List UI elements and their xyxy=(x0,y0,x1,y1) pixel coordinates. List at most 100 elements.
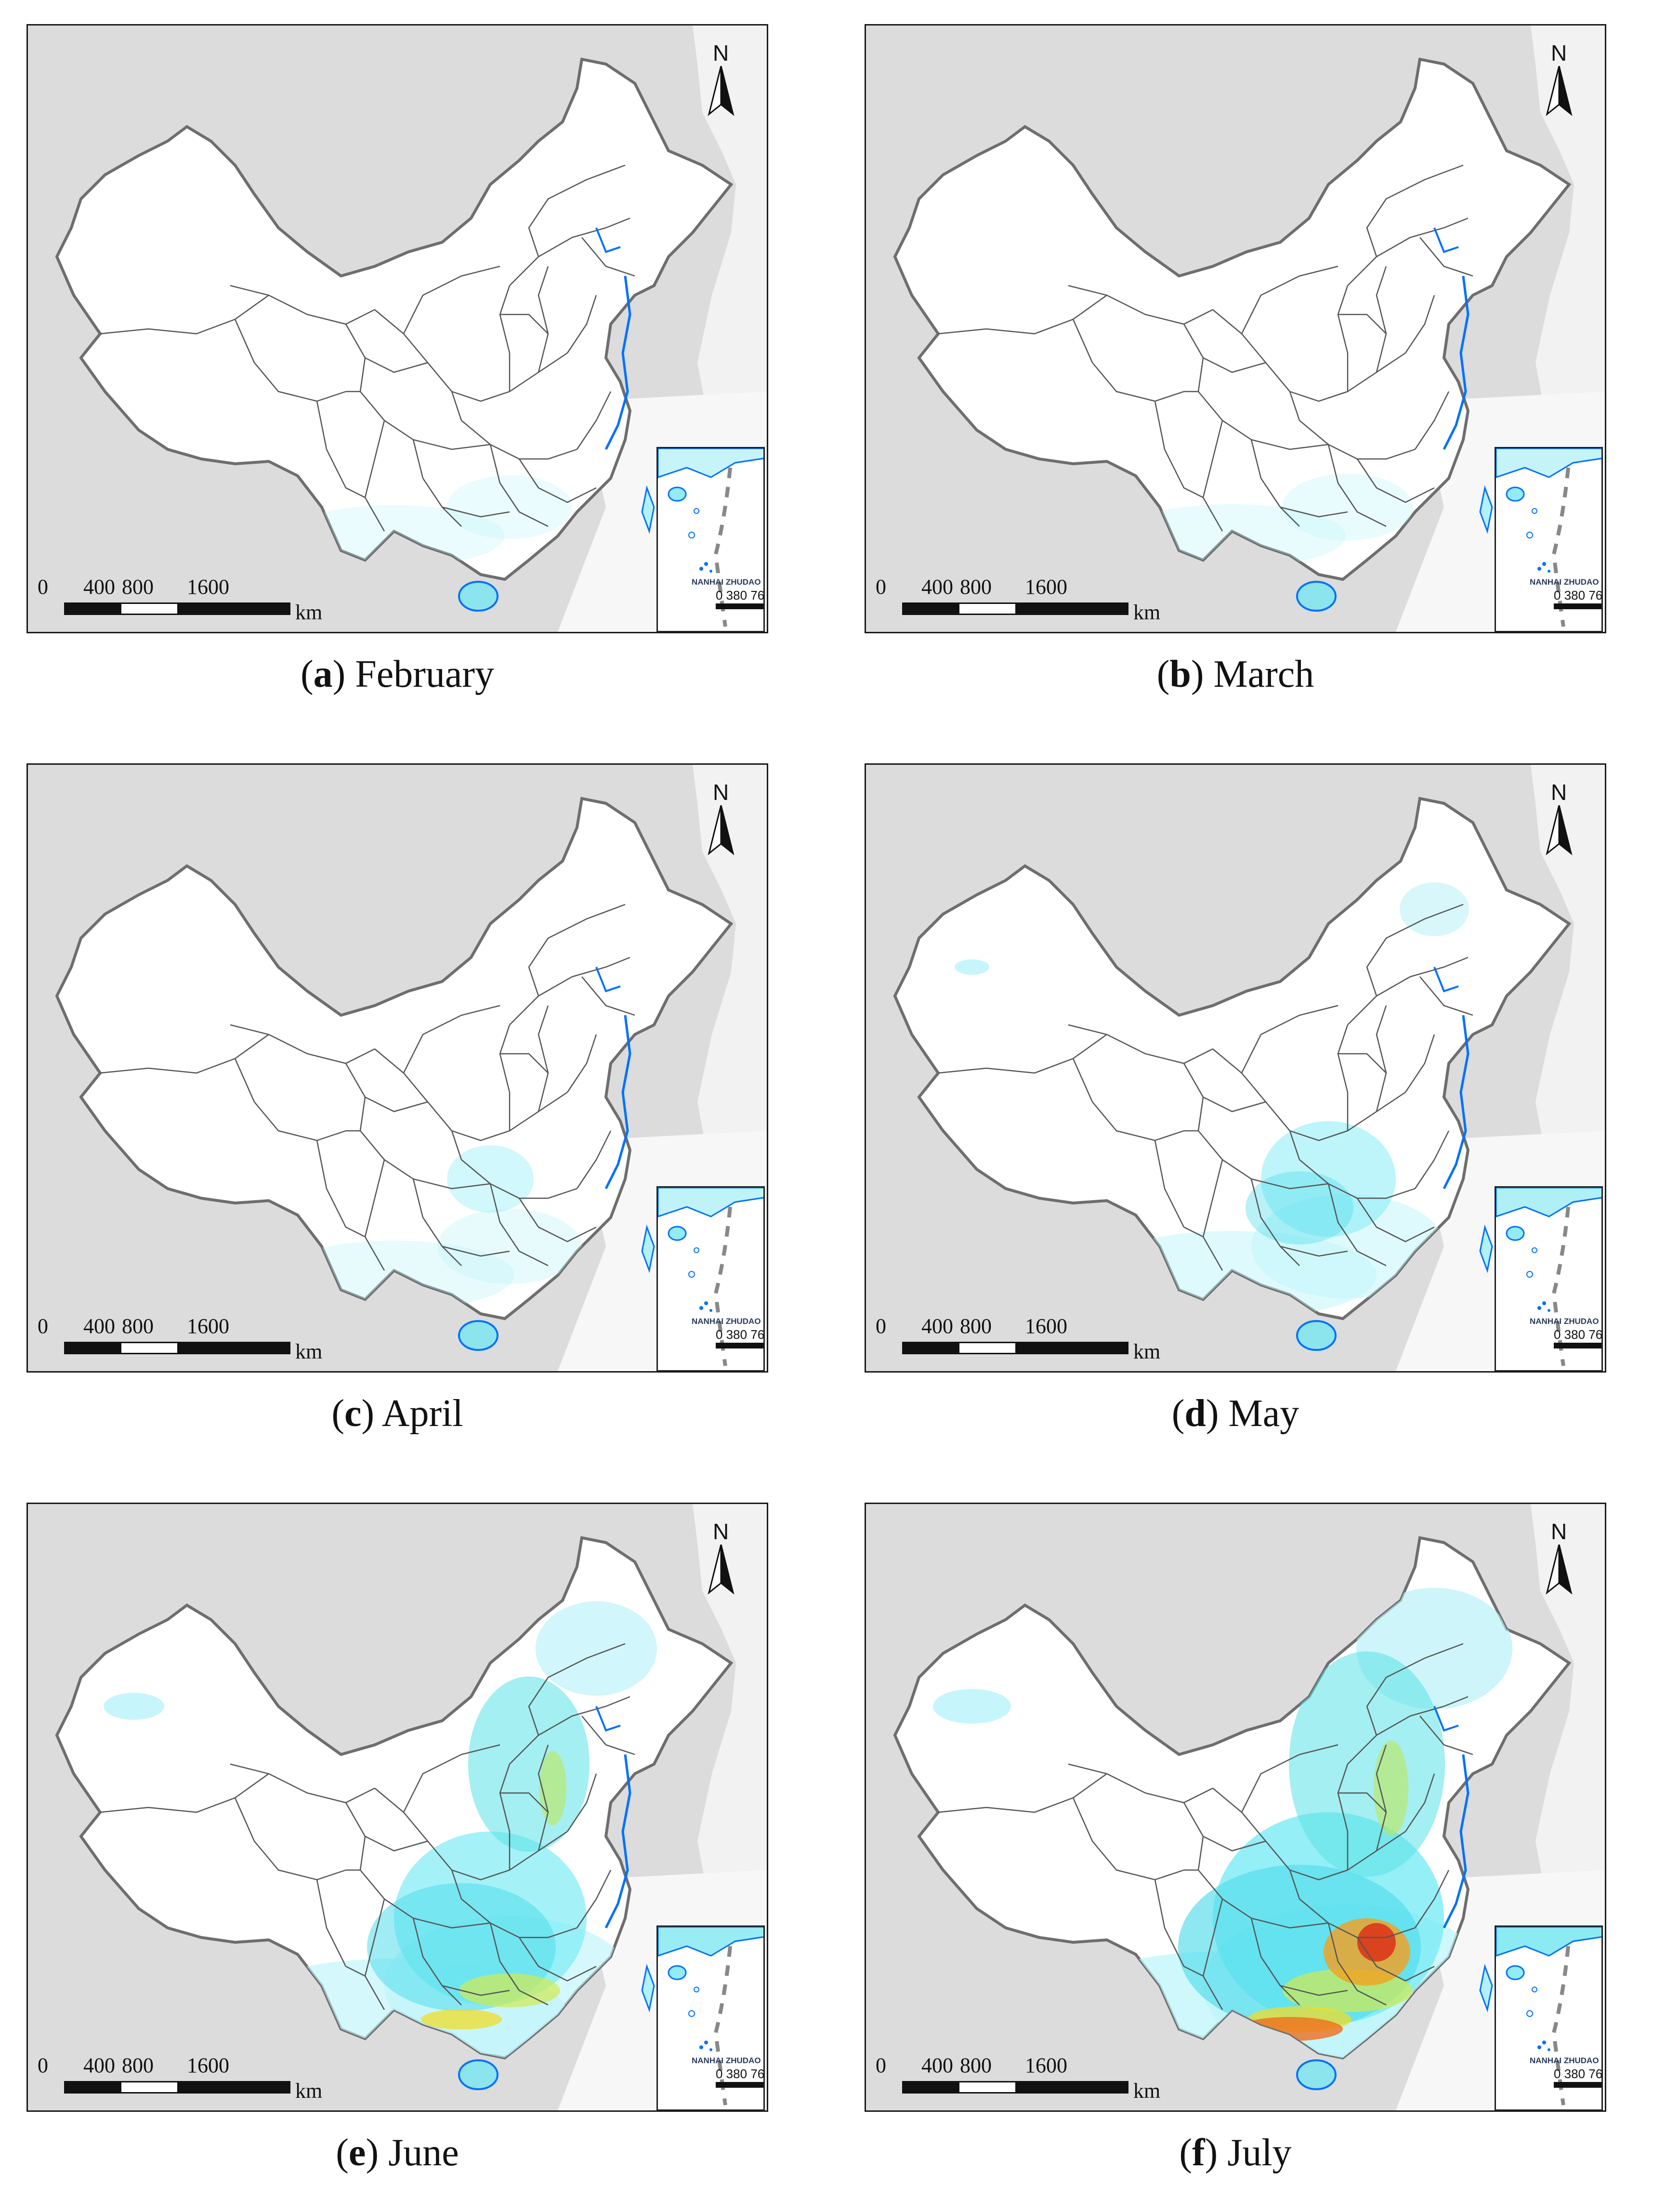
north-arrow-icon xyxy=(1546,805,1573,855)
inset-scale-bar xyxy=(1554,1343,1601,1348)
panel-caption: (b) March xyxy=(1156,653,1314,695)
scale-unit: km xyxy=(295,601,323,624)
scale-tick-label: 800 xyxy=(960,2054,992,2077)
map-frame: N 0 400 800 1600 km xyxy=(865,763,1606,1373)
panel-letter: d xyxy=(1184,1392,1206,1435)
map-panel: N 0 400 800 1600 km xyxy=(26,24,768,706)
panel-month: May xyxy=(1228,1392,1299,1435)
map-frame: N 0 400 800 1600 km xyxy=(865,24,1606,633)
scale-tick-label: 1600 xyxy=(187,1314,229,1338)
panel-month: March xyxy=(1213,653,1314,695)
inset-scale-ticks: 0 380 760 xyxy=(1554,1327,1603,1342)
scale-unit: km xyxy=(295,2079,323,2103)
inset-scale-bar xyxy=(1554,603,1601,609)
scale-tick-label: 400 xyxy=(83,575,115,599)
scale-tick-label: 0 xyxy=(876,2054,886,2077)
scale-tick-label: 800 xyxy=(122,2054,154,2077)
inset-title: NANHAI ZHUDAO xyxy=(1530,577,1599,587)
north-label: N xyxy=(1551,40,1567,65)
scale-tick-label: 0 xyxy=(38,1314,48,1338)
north-arrow-icon xyxy=(708,805,735,855)
north-label: N xyxy=(713,780,729,805)
panel-month: June xyxy=(388,2132,459,2174)
north-arrow: N xyxy=(1542,779,1576,861)
scale-tick-label: 0 xyxy=(876,1314,886,1338)
scale-tick-label: 400 xyxy=(83,1314,115,1338)
inset-scale-ticks: 0 380 760 xyxy=(1554,588,1603,602)
panel-caption: (d) May xyxy=(1171,1392,1299,1435)
map-panel: N 0 400 800 1600 km xyxy=(865,24,1606,706)
scale-tick-label: 400 xyxy=(921,2054,953,2077)
panel-letter: e xyxy=(348,2132,366,2174)
south-china-sea-inset: NANHAI ZHUDAO 0 380 760 km xyxy=(1495,1925,1603,2110)
scale-unit: km xyxy=(295,1340,323,1363)
panel-month: July xyxy=(1227,2132,1292,2174)
scale-unit: km xyxy=(1133,2079,1161,2103)
scale-tick-label: 400 xyxy=(921,575,953,599)
panel-letter: a xyxy=(313,653,333,695)
north-arrow-icon xyxy=(1546,66,1573,116)
scale-unit: km xyxy=(1133,601,1161,624)
north-arrow-icon xyxy=(708,1544,735,1595)
panel-caption: (e) June xyxy=(336,2132,459,2174)
inset-scale-ticks: 0 380 760 xyxy=(716,2067,765,2081)
scale-tick-label: 1600 xyxy=(1025,2054,1067,2077)
scale-bar xyxy=(64,2081,290,2094)
scale-tick-label: 800 xyxy=(960,575,992,599)
china-map-graphic xyxy=(28,765,767,1371)
scale-bar xyxy=(64,1342,290,1354)
north-arrow: N xyxy=(704,40,738,122)
scale-tick-label: 800 xyxy=(960,1314,992,1338)
south-china-sea-inset: NANHAI ZHUDAO 0 380 760 km xyxy=(1495,1186,1603,1371)
scale-tick-label: 1600 xyxy=(187,575,229,599)
north-label: N xyxy=(713,40,729,65)
map-frame: N 0 400 800 1600 km xyxy=(26,24,768,633)
panel-caption: (c) April xyxy=(331,1392,463,1435)
scale-tick-label: 0 xyxy=(876,575,886,599)
panel-caption: (a) February xyxy=(300,653,495,695)
south-china-sea-inset: NANHAI ZHUDAO 0 380 760 km xyxy=(656,1186,765,1371)
north-arrow-icon xyxy=(708,66,735,116)
scale-tick-label: 0 xyxy=(38,2054,48,2077)
scale-tick-label: 1600 xyxy=(1025,1314,1067,1338)
china-map-graphic xyxy=(866,26,1605,632)
scale-tick-label: 400 xyxy=(921,1314,953,1338)
inset-title: NANHAI ZHUDAO xyxy=(1530,1317,1599,1326)
inset-scale-ticks: 0 380 760 xyxy=(716,1327,765,1342)
scale-bar xyxy=(902,1342,1128,1354)
scale-tick-label: 0 xyxy=(38,575,48,599)
map-panel: N 0 400 800 1600 km xyxy=(865,763,1606,1445)
inset-title: NANHAI ZHUDAO xyxy=(1530,2056,1599,2065)
north-label: N xyxy=(713,1519,729,1544)
inset-scale-bar xyxy=(716,1343,763,1348)
panel-month: February xyxy=(355,653,495,695)
scale-tick-label: 400 xyxy=(83,2054,115,2077)
china-map-graphic xyxy=(866,1504,1605,2110)
china-map-graphic xyxy=(28,26,767,632)
panel-letter: f xyxy=(1192,2132,1205,2174)
inset-title: NANHAI ZHUDAO xyxy=(692,2056,761,2065)
north-arrow: N xyxy=(704,1518,738,1600)
south-china-sea-inset: NANHAI ZHUDAO 0 380 760 km xyxy=(1495,447,1603,632)
inset-scale-bar xyxy=(716,603,763,609)
panel-letter: b xyxy=(1169,653,1191,695)
map-panel: N 0 400 800 1600 km xyxy=(26,1503,768,2184)
north-arrow: N xyxy=(1542,40,1576,122)
inset-scale-ticks: 0 380 760 xyxy=(716,588,765,602)
north-arrow-icon xyxy=(1546,1544,1573,1595)
north-arrow: N xyxy=(1542,1518,1576,1600)
inset-title: NANHAI ZHUDAO xyxy=(692,577,761,587)
inset-title: NANHAI ZHUDAO xyxy=(692,1317,761,1326)
scale-tick-label: 1600 xyxy=(1025,575,1067,599)
scale-bar xyxy=(64,602,290,615)
map-panel: N 0 400 800 1600 km xyxy=(865,1503,1606,2184)
scale-bar xyxy=(902,602,1128,615)
north-label: N xyxy=(1551,780,1567,805)
inset-scale-bar xyxy=(1554,2082,1601,2088)
china-map-graphic xyxy=(28,1504,767,2110)
scale-bar xyxy=(902,2081,1128,2094)
south-china-sea-inset: NANHAI ZHUDAO 0 380 760 km xyxy=(656,1925,765,2110)
panel-month: April xyxy=(381,1392,463,1435)
north-arrow: N xyxy=(704,779,738,861)
inset-scale-ticks: 0 380 760 xyxy=(1554,2067,1603,2081)
